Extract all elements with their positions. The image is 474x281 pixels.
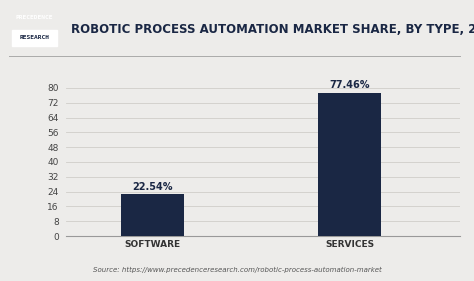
Text: PRECEDENCE: PRECEDENCE bbox=[16, 15, 53, 21]
FancyBboxPatch shape bbox=[12, 30, 57, 46]
Text: ROBOTIC PROCESS AUTOMATION MARKET SHARE, BY TYPE, 2023 (%): ROBOTIC PROCESS AUTOMATION MARKET SHARE,… bbox=[71, 23, 474, 36]
Text: RESEARCH: RESEARCH bbox=[19, 35, 49, 40]
Bar bbox=[318, 93, 381, 236]
Text: Source: https://www.precedenceresearch.com/robotic-process-automation-market: Source: https://www.precedenceresearch.c… bbox=[92, 267, 382, 273]
Text: 77.46%: 77.46% bbox=[329, 80, 370, 90]
Bar bbox=[121, 194, 184, 236]
Text: 22.54%: 22.54% bbox=[133, 182, 173, 192]
